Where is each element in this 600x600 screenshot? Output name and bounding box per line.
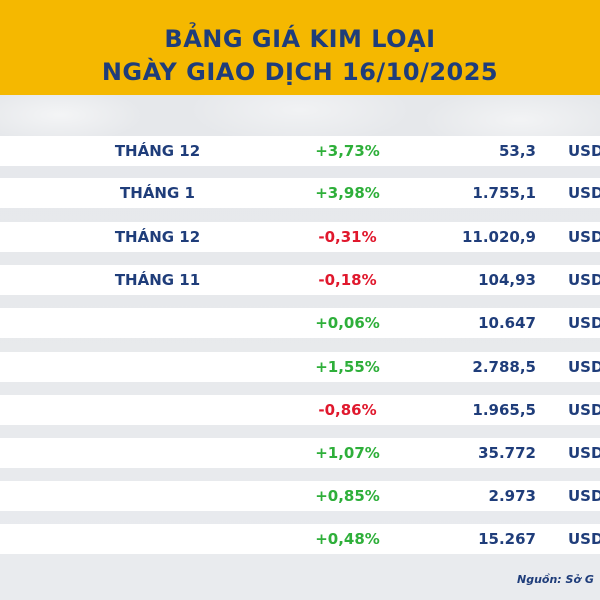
month-label: THÁNG 12	[114, 142, 201, 160]
change-percent: +1,55%	[315, 358, 380, 376]
change-percent: +3,73%	[315, 142, 380, 160]
unit-label: USD	[568, 271, 600, 289]
table-row: +1,07% 35.772 USD	[0, 438, 600, 468]
unit-label: USD	[568, 142, 600, 160]
price-value: 35.772	[478, 444, 536, 462]
table-row: +1,55% 2.788,5 USD	[0, 352, 600, 382]
trading-date-title: NGÀY GIAO DỊCH 16/10/2025	[101, 58, 499, 86]
source-credit: Nguồn: Sở G	[517, 573, 594, 586]
change-percent: +0,48%	[315, 530, 380, 548]
table-row: THÁNG 12 -0,31% 11.020,9 USD	[0, 222, 600, 252]
month-label: THÁNG 11	[114, 271, 201, 289]
price-value: 104,93	[478, 271, 536, 289]
unit-label: USD	[568, 184, 600, 202]
price-value: 1.755,1	[472, 184, 536, 202]
price-value: 11.020,9	[461, 228, 536, 246]
change-percent: +1,07%	[315, 444, 380, 462]
price-value: 10.647	[478, 314, 536, 332]
price-value: 53,3	[498, 142, 536, 160]
header-banner: BẢNG GIÁ KIM LOẠI NGÀY GIAO DỊCH 16/10/2…	[0, 0, 600, 95]
table-row: +0,85% 2.973 USD	[0, 481, 600, 511]
table-row: +0,06% 10.647 USD	[0, 308, 600, 338]
unit-label: USD	[568, 358, 600, 376]
unit-label: USD	[568, 401, 600, 419]
unit-label: USD	[568, 487, 600, 505]
change-percent: +3,98%	[315, 184, 380, 202]
price-value: 1.965,5	[472, 401, 536, 419]
table-row: THÁNG 1 +3,98% 1.755,1 USD	[0, 178, 600, 208]
table-row: THÁNG 12 +3,73% 53,3 USD	[0, 136, 600, 166]
table-title: BẢNG GIÁ KIM LOẠI	[164, 25, 436, 53]
change-percent: -0,31%	[318, 228, 377, 246]
change-percent: -0,86%	[318, 401, 377, 419]
change-percent: +0,06%	[315, 314, 380, 332]
change-percent: +0,85%	[315, 487, 380, 505]
month-label: THÁNG 12	[114, 228, 201, 246]
table-row: -0,86% 1.965,5 USD	[0, 395, 600, 425]
unit-label: USD	[568, 228, 600, 246]
price-value: 2.788,5	[472, 358, 536, 376]
unit-label: USD	[568, 530, 600, 548]
price-value: 15.267	[478, 530, 536, 548]
table-row: +0,48% 15.267 USD	[0, 524, 600, 554]
price-value: 2.973	[488, 487, 536, 505]
table-row: THÁNG 11 -0,18% 104,93 USD	[0, 265, 600, 295]
unit-label: USD	[568, 314, 600, 332]
unit-label: USD	[568, 444, 600, 462]
change-percent: -0,18%	[318, 271, 377, 289]
month-label: THÁNG 1	[120, 184, 195, 202]
